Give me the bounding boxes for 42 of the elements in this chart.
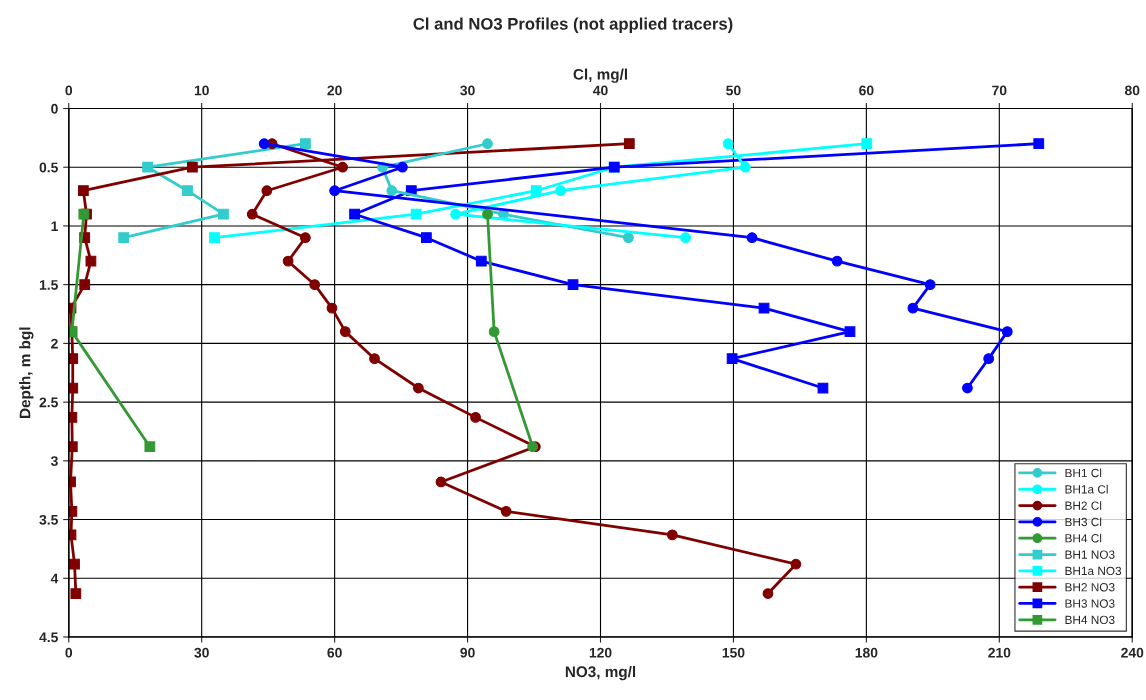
x-tick-label: 180	[855, 647, 878, 658]
legend-label: BH3 Cl	[1065, 517, 1102, 527]
x2-tick-label: 40	[592, 85, 608, 96]
x-tick-label: 90	[460, 647, 475, 658]
x-axis-title: NO3, mg/l	[565, 665, 636, 681]
legend-label: BH4 Cl	[1065, 533, 1102, 543]
x-tick-label: 60	[327, 647, 342, 658]
x2-tick-label: 80	[1124, 85, 1140, 96]
y-tick-label: 2.5	[39, 397, 58, 408]
x-tick-label: 150	[722, 647, 745, 658]
y-tick-label: 4	[50, 573, 59, 584]
legend-label: BH1a NO3	[1065, 566, 1122, 576]
x2-tick-label: 60	[859, 85, 874, 96]
x-tick-label: 30	[194, 647, 209, 658]
legend-label: BH3 NO3	[1065, 599, 1115, 608]
y-tick-label: 1.5	[39, 280, 58, 290]
x-tick-label: 240	[1121, 647, 1144, 658]
x2-tick-label: 20	[327, 85, 342, 96]
y-tick-label: 0	[51, 103, 58, 114]
y-tick-label: 0.5	[39, 162, 58, 173]
x2-axis-title: Cl, mg/l	[573, 68, 628, 83]
y-tick-label: 3	[50, 456, 58, 467]
legend-label: BH4 NO3	[1065, 615, 1115, 625]
y-tick-label: 1	[51, 221, 58, 231]
y-tick-label: 2	[51, 338, 58, 349]
x2-tick-label: 30	[460, 85, 475, 96]
x-tick-label: 210	[988, 647, 1011, 658]
x2-tick-label: 50	[726, 85, 741, 96]
legend-label: BH2 Cl	[1065, 501, 1102, 510]
x-tick-label: 120	[589, 647, 612, 658]
x2-tick-label: 10	[194, 85, 209, 96]
legend-label: BH1 NO3	[1065, 550, 1115, 559]
x2-tick-label: 0	[65, 85, 73, 96]
legend-label: BH2 NO3	[1065, 583, 1115, 592]
legend-label: BH1a Cl	[1065, 484, 1108, 494]
y-tick-label: 3.5	[39, 514, 58, 525]
y-tick-label: 4.5	[39, 632, 58, 643]
x-tick-label: 0	[65, 647, 73, 658]
y-axis-title: Depth, m bgl	[19, 327, 34, 418]
chart-title: Cl and NO3 Profiles (not applied tracers)	[413, 17, 733, 34]
legend-label: BH1 Cl	[1065, 468, 1102, 478]
x2-tick-label: 70	[992, 85, 1007, 96]
